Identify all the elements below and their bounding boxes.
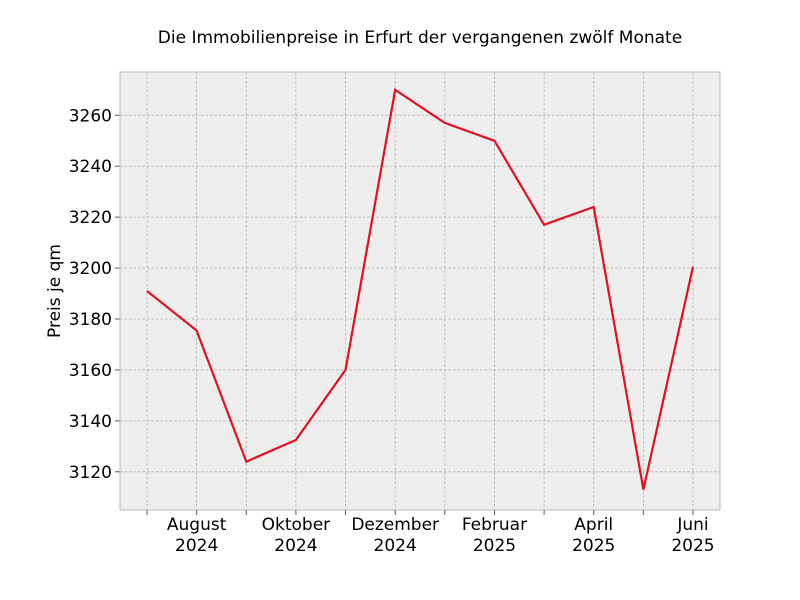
plot-area xyxy=(120,72,720,510)
x-tick-label-year: 2025 xyxy=(671,536,714,556)
x-tick-label-month: April xyxy=(574,515,613,535)
y-tick-label: 3220 xyxy=(69,208,112,228)
y-tick-label: 3200 xyxy=(69,259,112,279)
x-tick-label-year: 2024 xyxy=(175,536,218,556)
x-tick-label-month: Oktober xyxy=(262,515,331,535)
chart-title: Die Immobilienpreise in Erfurt der verga… xyxy=(158,28,682,48)
x-tick-label-month: Februar xyxy=(462,515,527,535)
plot-frame xyxy=(119,71,721,511)
series-line xyxy=(146,87,695,490)
x-tick-label-year: 2024 xyxy=(374,536,417,556)
x-tick-label-year: 2024 xyxy=(274,536,317,556)
y-axis-label: Preis je qm xyxy=(45,244,65,338)
grid xyxy=(120,72,720,510)
tick-labels: 31203140316031803200322032403260August20… xyxy=(69,106,715,556)
y-tick-label: 3260 xyxy=(69,106,112,126)
y-tick-label: 3160 xyxy=(69,361,112,381)
x-tick-label-year: 2025 xyxy=(473,536,516,556)
x-tick-label-year: 2025 xyxy=(572,536,615,556)
axis-ticks xyxy=(115,114,694,515)
x-tick-label-month: Juni xyxy=(676,515,708,535)
x-tick-label-month: Dezember xyxy=(351,515,439,535)
y-tick-label: 3240 xyxy=(69,157,112,177)
x-tick-label-month: August xyxy=(167,515,227,535)
y-tick-label: 3140 xyxy=(69,412,112,432)
y-tick-label: 3120 xyxy=(69,463,112,483)
series-layer xyxy=(146,87,695,490)
y-tick-label: 3180 xyxy=(69,310,112,330)
